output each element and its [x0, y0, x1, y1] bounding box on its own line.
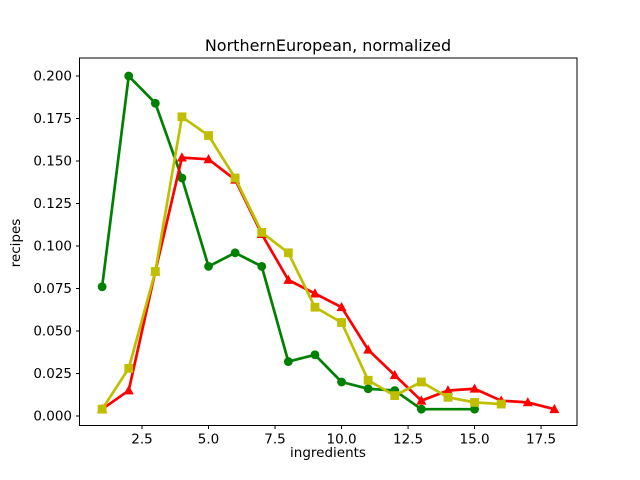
- x-tick-label: 5.0: [198, 432, 219, 448]
- y-tick-label: 0.175: [33, 111, 72, 127]
- marker-square-yellow-squares: [230, 173, 240, 183]
- x-tick-label: 15.0: [460, 432, 490, 448]
- y-tick-label: 0.100: [33, 238, 72, 254]
- marker-circle-green-circles: [204, 261, 213, 271]
- marker-square-yellow-squares: [443, 392, 453, 402]
- marker-square-yellow-squares: [416, 377, 426, 387]
- marker-circle-green-circles: [257, 261, 267, 271]
- x-tick-label: 7.5: [264, 432, 285, 448]
- y-tick-label: 0.125: [33, 196, 72, 212]
- marker-triangle-red-triangles: [336, 301, 347, 312]
- marker-circle-green-circles: [124, 71, 134, 81]
- series-line-yellow-squares: [100, 115, 503, 411]
- y-tick-label: 0.150: [33, 154, 72, 170]
- marker-square-yellow-squares: [470, 397, 479, 407]
- y-tick-label: 0.050: [33, 323, 72, 339]
- marker-circle-green-circles: [230, 248, 240, 258]
- marker-triangle-red-triangles: [442, 385, 453, 395]
- marker-circle-green-circles: [97, 282, 107, 292]
- series-line-red-triangles: [100, 156, 556, 411]
- y-tick-label: 0.075: [33, 281, 72, 297]
- marker-circle-green-circles: [363, 384, 373, 394]
- marker-triangle-red-triangles: [389, 369, 400, 380]
- marker-square-yellow-squares: [97, 404, 107, 414]
- marker-circle-green-circles: [337, 377, 346, 387]
- marker-triangle-red-triangles: [469, 383, 480, 393]
- x-tick-label: 17.5: [526, 432, 556, 448]
- marker-square-yellow-squares: [177, 112, 187, 122]
- marker-circle-green-circles: [470, 404, 479, 414]
- x-tick-label: 10.0: [327, 432, 357, 448]
- x-axis-label: ingredients: [290, 445, 366, 461]
- chart-title: NorthernEuropean, normalized: [204, 36, 452, 55]
- marker-square-yellow-squares: [150, 267, 160, 276]
- marker-square-yellow-squares: [390, 391, 400, 400]
- marker-triangle-red-triangles: [309, 288, 320, 298]
- marker-square-yellow-squares: [310, 302, 320, 312]
- marker-triangle-red-triangles: [176, 152, 187, 162]
- marker-triangle-red-triangles: [549, 403, 560, 414]
- marker-circle-green-circles: [416, 404, 426, 414]
- marker-circle-green-circles: [310, 350, 320, 360]
- marker-triangle-red-triangles: [283, 274, 294, 284]
- marker-circle-green-circles: [283, 357, 293, 366]
- marker-square-yellow-squares: [496, 399, 506, 409]
- x-tick-label: 12.5: [393, 432, 423, 448]
- marker-circle-green-circles: [150, 98, 160, 108]
- marker-triangle-red-triangles: [123, 385, 134, 395]
- series-line-green-circles: [100, 74, 476, 411]
- marker-square-yellow-squares: [283, 248, 293, 258]
- y-axis-label: recipes: [8, 218, 24, 268]
- y-tick-label: 0.025: [33, 366, 72, 382]
- axes-frame: [79, 57, 578, 426]
- marker-circle-green-circles: [177, 173, 187, 183]
- marker-square-yellow-squares: [337, 318, 346, 327]
- marker-square-yellow-squares: [124, 363, 134, 373]
- marker-triangle-red-triangles: [363, 344, 374, 354]
- y-tick-label: 0.000: [33, 408, 72, 424]
- marker-triangle-red-triangles: [416, 395, 427, 405]
- marker-square-yellow-squares: [204, 131, 213, 140]
- x-tick-label: 2.5: [131, 432, 152, 448]
- marker-square-yellow-squares: [363, 375, 373, 385]
- marker-triangle-red-triangles: [522, 397, 533, 407]
- marker-square-yellow-squares: [257, 228, 267, 237]
- y-tick-label: 0.200: [33, 69, 72, 85]
- marker-triangle-red-triangles: [203, 154, 214, 164]
